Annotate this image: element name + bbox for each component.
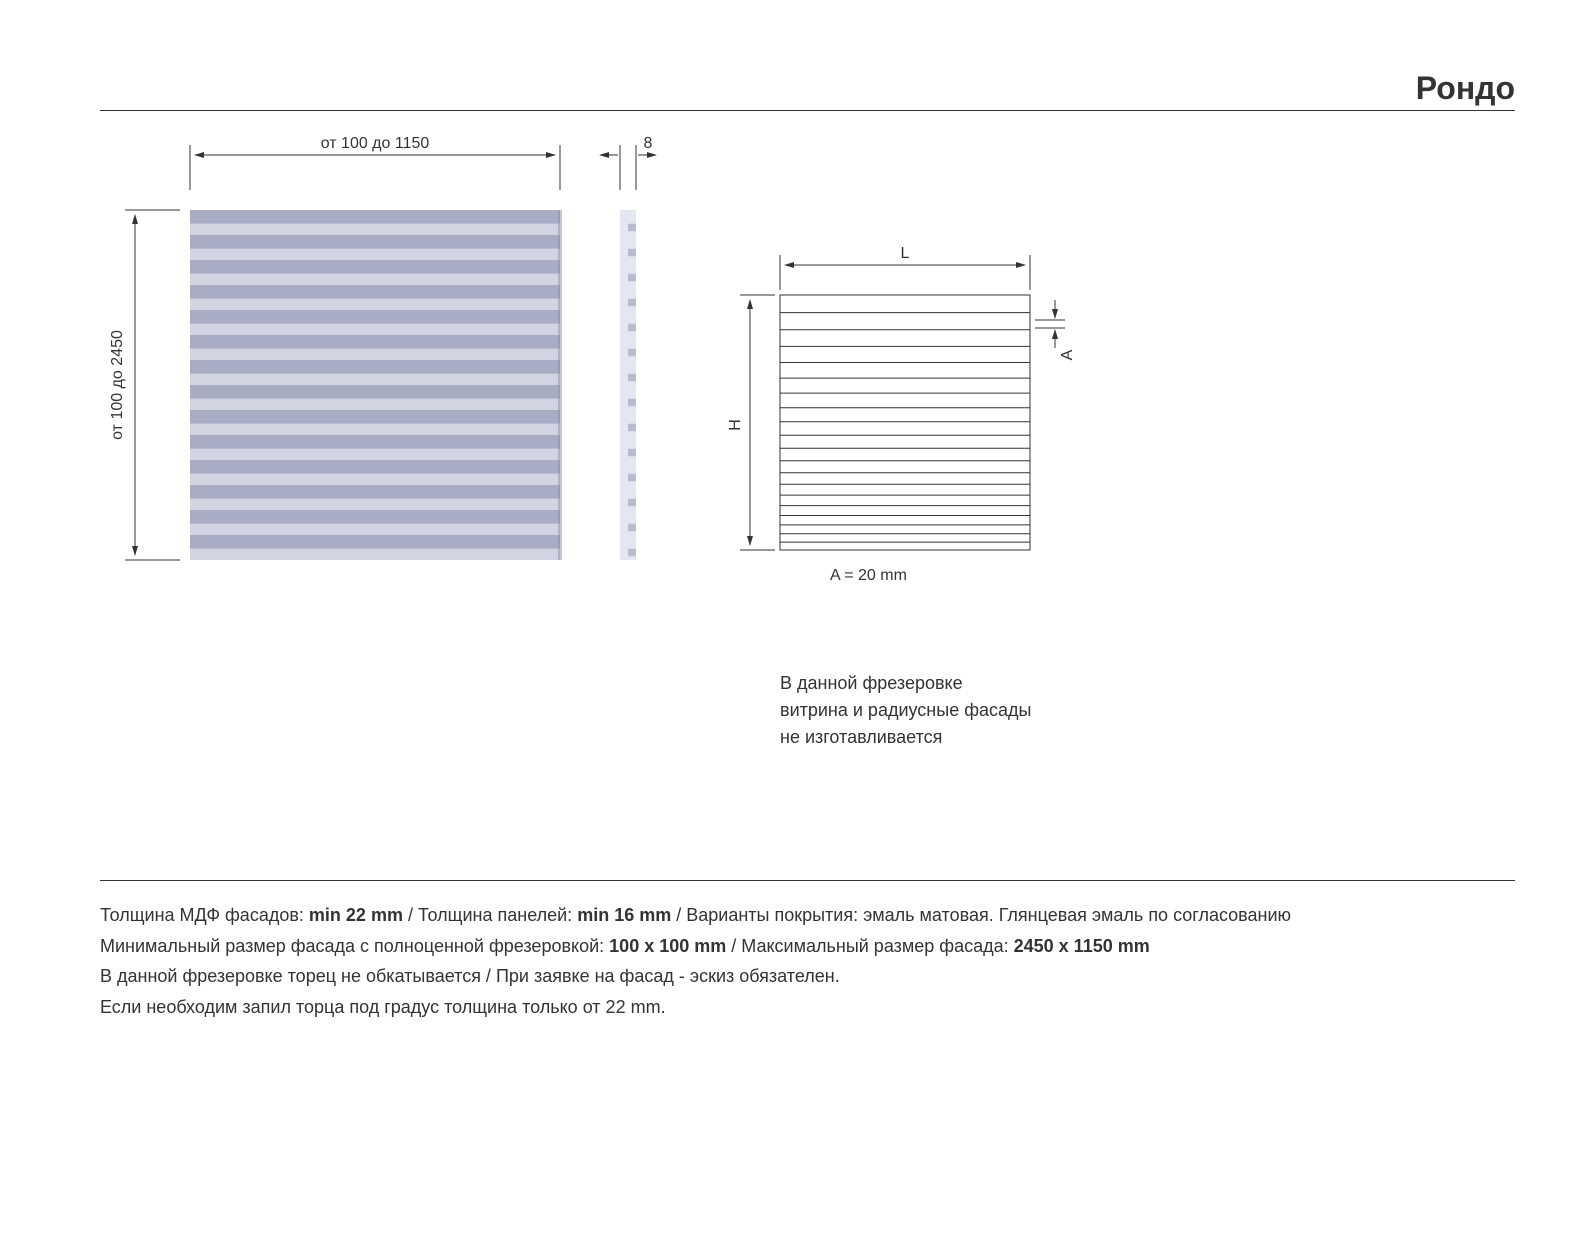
profile-body xyxy=(620,210,636,560)
note-block: В данной фрезеровке витрина и радиусные … xyxy=(780,670,1031,751)
spec-line: Толщина МДФ фасадов: min 22 mm / Толщина… xyxy=(100,900,1515,931)
spec-line: В данной фрезеровке торец не обкатываетс… xyxy=(100,961,1515,992)
width-dim-label: от 100 до 1150 xyxy=(321,135,430,152)
page: Рондо от 100 до 1150 от 100 до 2450 xyxy=(0,0,1595,1241)
spec-line: Минимальный размер фасада с полноценной … xyxy=(100,931,1515,962)
spec-line: Если необходим запил торца под градус то… xyxy=(100,992,1515,1023)
schematic-drawing: L H A A = 20 mm xyxy=(720,230,1120,610)
note-line: В данной фрезеровке xyxy=(780,670,1031,697)
rule-top xyxy=(100,110,1515,111)
profile-depth-label: 8 xyxy=(644,135,653,152)
schematic-H-label: H xyxy=(727,419,744,431)
schematic-rows xyxy=(780,313,1030,550)
schematic-a-value: A = 20 mm xyxy=(830,567,907,584)
page-title: Рондо xyxy=(1416,70,1515,107)
note-line: витрина и радиусные фасады xyxy=(780,697,1031,724)
height-dim-label: от 100 до 2450 xyxy=(109,330,126,440)
panel-drawing: от 100 до 1150 от 100 до 2450 xyxy=(100,130,660,610)
panel-stripes xyxy=(190,210,560,560)
schematic-A-label: A xyxy=(1059,349,1076,360)
profile-drawing: 8 xyxy=(590,130,690,610)
note-line: не изготавливается xyxy=(780,724,1031,751)
schematic-L-label: L xyxy=(901,245,910,262)
rule-bottom xyxy=(100,880,1515,881)
specs-block: Толщина МДФ фасадов: min 22 mm / Толщина… xyxy=(100,900,1515,1022)
